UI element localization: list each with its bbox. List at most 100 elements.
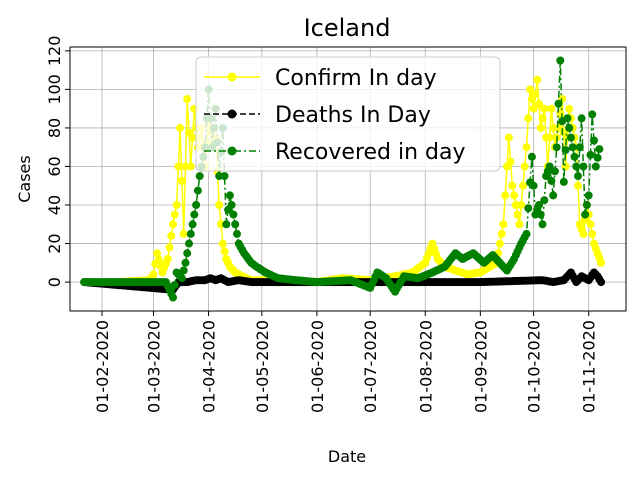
data-point <box>579 229 588 238</box>
data-point <box>169 220 177 229</box>
data-point <box>540 196 549 205</box>
data-point <box>536 123 545 132</box>
x-tick-label: 01-04-2020 <box>200 320 219 413</box>
data-point <box>554 99 563 108</box>
data-point <box>192 201 201 209</box>
data-point <box>153 249 161 258</box>
legend-label: Recovered in day <box>275 140 466 165</box>
data-point <box>186 162 195 171</box>
data-point <box>177 176 186 185</box>
data-point <box>563 114 572 123</box>
axis-ticks: 01-02-2020 01-03-2020 01-04-2020 01-05-2020… <box>45 36 599 413</box>
data-point <box>215 201 224 209</box>
data-point <box>170 281 179 289</box>
y-tick-label: 120 <box>45 36 64 67</box>
data-point <box>193 186 202 195</box>
data-point <box>588 110 597 119</box>
data-point <box>574 181 582 190</box>
data-point <box>550 167 559 176</box>
data-point <box>233 229 241 238</box>
chart-title: Iceland <box>304 14 391 42</box>
data-point <box>524 114 533 123</box>
data-point <box>538 114 547 123</box>
data-point <box>229 210 238 219</box>
data-point <box>170 210 179 219</box>
x-tick-label: 01-08-2020 <box>416 320 435 413</box>
data-point <box>520 162 529 171</box>
data-point <box>565 123 574 132</box>
data-point <box>190 210 199 219</box>
data-point <box>186 229 195 238</box>
data-point <box>536 210 545 219</box>
legend-marker <box>227 146 237 156</box>
data-point <box>552 143 561 152</box>
legend-marker <box>227 72 237 82</box>
data-point <box>220 247 229 256</box>
data-point <box>559 177 568 186</box>
data-point <box>188 220 197 229</box>
data-point <box>504 133 513 142</box>
data-point <box>163 255 172 263</box>
x-tick-label: 01-09-2020 <box>471 320 490 413</box>
data-point <box>568 143 577 152</box>
legend-label: Confirm In day <box>275 66 437 91</box>
data-point <box>588 229 597 238</box>
data-point <box>531 90 540 99</box>
data-point <box>508 181 517 190</box>
data-point <box>522 143 531 152</box>
data-point <box>535 99 543 108</box>
data-point <box>181 258 190 267</box>
data-point <box>227 201 236 209</box>
data-point <box>524 204 533 213</box>
data-point <box>533 75 542 84</box>
data-point <box>597 278 606 287</box>
legend-marker <box>227 109 237 119</box>
data-point <box>499 220 508 229</box>
data-point <box>556 56 565 65</box>
data-point <box>566 133 575 142</box>
data-point <box>495 239 504 248</box>
data-point <box>172 201 181 209</box>
data-point <box>497 229 506 238</box>
x-tick-label: 01-10-2020 <box>525 320 544 413</box>
data-point <box>218 239 227 248</box>
y-tick-label: 20 <box>45 233 64 253</box>
legend: Confirm In day Deaths In Day Recovered in … <box>195 56 501 172</box>
data-point <box>579 162 588 171</box>
data-point <box>545 133 554 142</box>
data-point <box>522 229 531 238</box>
data-point <box>506 157 515 166</box>
data-point <box>154 255 163 264</box>
data-point <box>538 220 547 229</box>
data-point <box>169 293 177 302</box>
data-point <box>577 114 586 123</box>
y-tick-label: 40 <box>45 195 64 215</box>
y-tick-label: 100 <box>45 74 64 105</box>
data-point <box>165 243 174 252</box>
y-tick-label: 80 <box>45 118 64 138</box>
data-point <box>515 220 524 229</box>
data-point <box>586 220 595 229</box>
data-point <box>501 191 510 200</box>
data-point <box>179 229 188 238</box>
data-point <box>593 153 602 162</box>
data-point <box>527 152 536 161</box>
data-point <box>225 191 234 200</box>
data-point <box>174 162 183 171</box>
data-point <box>591 162 600 171</box>
data-point <box>561 146 570 155</box>
y-tick-label: 60 <box>45 156 64 176</box>
legend-label: Deaths In Day <box>275 103 431 128</box>
x-tick-label: 01-05-2020 <box>253 320 272 413</box>
data-point <box>581 210 590 219</box>
data-point <box>176 123 185 132</box>
x-axis-label: Date <box>328 447 366 466</box>
data-point <box>547 176 556 185</box>
data-point <box>510 191 519 200</box>
data-point <box>183 249 192 258</box>
data-point <box>526 85 535 94</box>
data-point <box>549 191 558 200</box>
y-tick-label: 0 <box>45 277 64 287</box>
data-point <box>570 152 579 161</box>
